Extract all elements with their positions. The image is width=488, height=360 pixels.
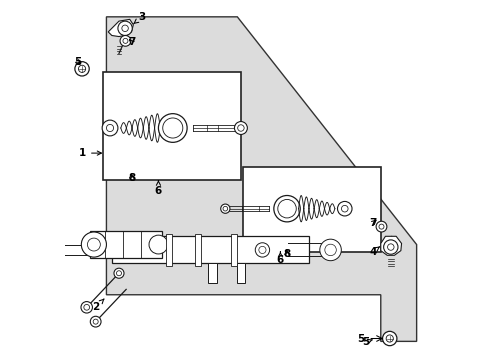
Circle shape bbox=[383, 240, 397, 254]
Circle shape bbox=[90, 316, 101, 327]
Circle shape bbox=[378, 224, 383, 229]
Circle shape bbox=[258, 246, 265, 253]
Polygon shape bbox=[106, 17, 416, 341]
Bar bbox=[102, 72, 241, 180]
Circle shape bbox=[87, 238, 100, 251]
Bar bbox=[207, 264, 216, 283]
Circle shape bbox=[75, 62, 89, 76]
Circle shape bbox=[122, 39, 128, 43]
Circle shape bbox=[277, 199, 296, 218]
Circle shape bbox=[223, 206, 227, 211]
Text: 1: 1 bbox=[79, 148, 101, 158]
Bar bbox=[195, 234, 201, 266]
Bar bbox=[236, 264, 244, 283]
Circle shape bbox=[234, 122, 247, 134]
Text: 3: 3 bbox=[133, 12, 145, 24]
Text: 8: 8 bbox=[128, 173, 135, 183]
Circle shape bbox=[106, 125, 113, 132]
Circle shape bbox=[93, 319, 98, 324]
Polygon shape bbox=[108, 19, 133, 37]
Circle shape bbox=[158, 114, 187, 142]
Circle shape bbox=[341, 206, 347, 212]
Circle shape bbox=[387, 244, 393, 250]
Bar bbox=[112, 237, 308, 264]
Circle shape bbox=[116, 271, 121, 276]
Bar bbox=[166, 234, 172, 266]
Circle shape bbox=[122, 25, 128, 32]
Circle shape bbox=[118, 21, 132, 36]
Text: 5: 5 bbox=[74, 57, 81, 67]
Bar bbox=[90, 231, 162, 258]
Text: 4: 4 bbox=[368, 247, 379, 257]
Circle shape bbox=[149, 235, 167, 254]
Circle shape bbox=[114, 268, 124, 278]
Circle shape bbox=[220, 204, 229, 213]
Circle shape bbox=[337, 202, 351, 216]
Text: 2: 2 bbox=[92, 299, 104, 312]
Text: 8: 8 bbox=[283, 248, 290, 258]
Circle shape bbox=[81, 302, 92, 313]
Circle shape bbox=[324, 244, 336, 256]
Text: 6: 6 bbox=[276, 252, 284, 265]
Circle shape bbox=[237, 125, 244, 131]
Polygon shape bbox=[380, 236, 401, 255]
Circle shape bbox=[102, 120, 118, 136]
Circle shape bbox=[78, 65, 85, 72]
Circle shape bbox=[375, 221, 386, 232]
Text: 7: 7 bbox=[368, 218, 376, 228]
Circle shape bbox=[81, 232, 106, 257]
Bar bbox=[242, 167, 380, 252]
Circle shape bbox=[386, 335, 392, 342]
Circle shape bbox=[83, 305, 89, 310]
Bar bbox=[230, 234, 236, 266]
Text: 6: 6 bbox=[155, 181, 162, 197]
Circle shape bbox=[163, 118, 183, 138]
Text: 5: 5 bbox=[357, 333, 364, 343]
Text: 5: 5 bbox=[361, 337, 371, 347]
Circle shape bbox=[81, 233, 106, 257]
Circle shape bbox=[319, 239, 341, 261]
Circle shape bbox=[120, 36, 131, 46]
Circle shape bbox=[255, 243, 269, 257]
Circle shape bbox=[382, 331, 396, 346]
Circle shape bbox=[273, 195, 300, 222]
Text: 7: 7 bbox=[127, 37, 135, 47]
